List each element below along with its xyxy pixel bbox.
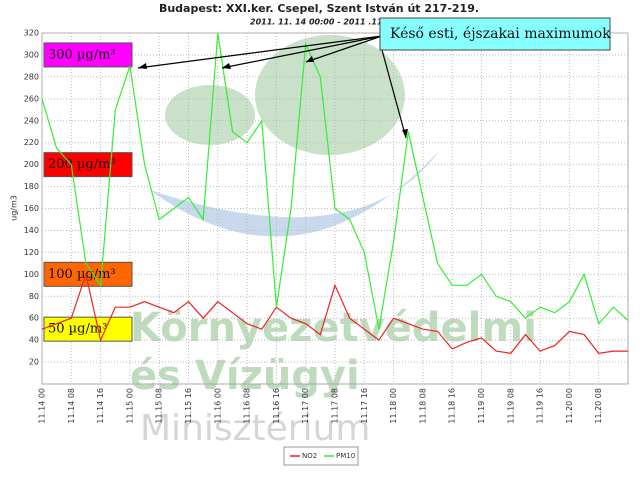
y-axis-label: ug/m3 <box>10 195 19 221</box>
legend-label: NO2 <box>302 452 317 460</box>
y-tick-label: 100 <box>24 270 39 279</box>
callout-arrows <box>137 35 407 139</box>
y-tick-label: 240 <box>24 116 39 125</box>
threshold-box <box>43 316 133 342</box>
threshold-box <box>43 42 133 68</box>
x-tick-label: 11.19 08 <box>506 388 515 424</box>
y-tick-label: 140 <box>24 226 39 235</box>
legend-items: NO2 PM10 <box>290 452 355 460</box>
y-tick-label: 60 <box>29 314 39 323</box>
watermark-line: és Vízügyi <box>130 353 360 399</box>
x-tick-label: 11.16 00 <box>213 388 222 424</box>
threshold-label: 50 µg/m³ <box>48 322 107 337</box>
x-tick-label: 11.18 00 <box>389 388 398 424</box>
series-line <box>41 272 628 354</box>
x-tick-label: 11.17 08 <box>331 388 340 424</box>
watermark-line: Minisztérium <box>140 408 370 449</box>
x-tick-label: 11.17 16 <box>360 388 369 424</box>
chart-subtitle: 2011. 11. 14 00:00 - 2011 .11. 20 <box>250 18 400 27</box>
y-tick-label: 260 <box>24 94 39 103</box>
legend-label: PM10 <box>336 452 355 460</box>
x-tick-label: 11.19 16 <box>536 388 545 424</box>
x-tick-label: 11.14 08 <box>67 388 76 424</box>
y-tick-label: 320 <box>24 29 39 38</box>
y-tick-label: 300 <box>24 50 39 59</box>
callout-box <box>379 17 611 51</box>
series-line <box>41 32 629 330</box>
x-tick-label: 11.15 16 <box>184 388 193 424</box>
y-tick-label: 280 <box>24 72 39 81</box>
x-tick-label: 11.14 16 <box>96 388 105 424</box>
y-tick-label: 200 <box>24 160 39 169</box>
x-tick-label: 11.17 00 <box>301 388 310 424</box>
x-tick-label: 11.16 16 <box>272 388 281 424</box>
y-tick-label: 160 <box>24 204 39 213</box>
threshold-label: 200 µg/m³ <box>48 157 116 172</box>
x-tick-label: 11.20 00 <box>565 388 574 424</box>
x-tick-label: 11.14 00 <box>38 388 47 424</box>
x-tick-label: 11.15 08 <box>155 388 164 424</box>
threshold-label: 100 µg/m³ <box>48 267 116 282</box>
y-tick-label: 180 <box>24 182 39 191</box>
x-tick-label: 11.20 08 <box>594 388 603 424</box>
x-tick-label: 11.18 08 <box>418 388 427 424</box>
y-tick-label: 220 <box>24 138 39 147</box>
x-tick-label: 11.18 16 <box>448 388 457 424</box>
x-tick-label: 11.19 00 <box>477 388 486 424</box>
legend <box>283 446 359 466</box>
watermark-line: Környezetvédelmi <box>130 305 537 351</box>
chart-title: Budapest: XXI.ker. Csepel, Szent István … <box>159 2 479 15</box>
plot: 20 40 60 80 100 120 140 160 180 200 220 240 260 280 30… <box>24 29 629 424</box>
y-tick-label: 20 <box>29 358 39 367</box>
y-tick-label: 40 <box>29 336 39 345</box>
x-tick-label: 11.15 00 <box>125 388 134 424</box>
y-tick-label: 80 <box>29 292 39 301</box>
y-tick-label: 120 <box>24 248 39 257</box>
threshold-label: 300 µg/m³ <box>48 47 116 62</box>
callout-arrowheads <box>138 56 408 138</box>
callout-text: Késő esti, éjszakai maximumok <box>390 26 611 42</box>
threshold-box <box>43 152 133 178</box>
x-tick-label: 11.16 08 <box>243 388 252 424</box>
